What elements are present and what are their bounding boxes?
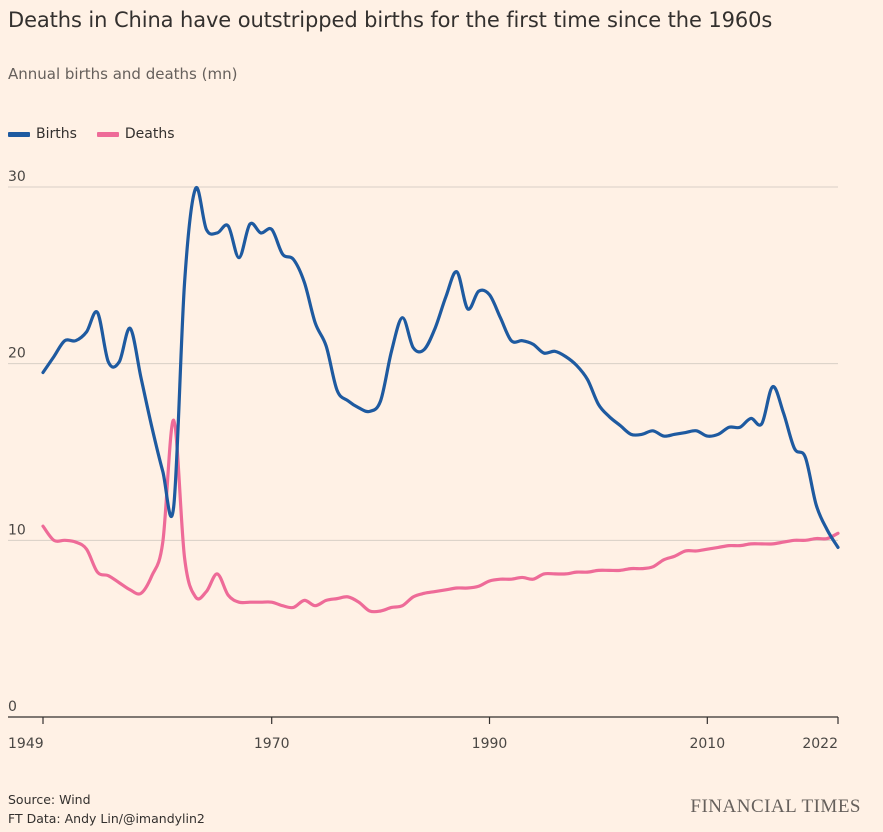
ft-logo: FINANCIAL TIMES (690, 796, 861, 817)
legend-label-births: Births (36, 126, 77, 142)
y-tick-label-0: 0 (8, 699, 17, 715)
x-tick-label-1970: 1970 (254, 736, 290, 752)
y-tick-label-30: 30 (8, 169, 26, 185)
series-line-deaths (41, 418, 840, 614)
legend-swatch-births (8, 131, 30, 137)
footer: Source: Wind FT Data: Andy Lin/@imandyli… (8, 790, 205, 828)
source-note: Source: Wind (8, 792, 91, 807)
credit-note: FT Data: Andy Lin/@imandylin2 (8, 811, 205, 826)
y-axis-tick-labels: 0 10 20 30 (8, 169, 26, 715)
line-chart: 0 10 20 30 1949 1970 1990 2010 2022 (8, 169, 840, 752)
gridlines (8, 186, 838, 541)
y-tick-label-10: 10 (8, 522, 26, 538)
x-axis: 1949 1970 1990 2010 2022 (8, 716, 839, 752)
legend-label-deaths: Deaths (124, 126, 175, 142)
legend-item-births: Births (8, 126, 77, 142)
series-line-births (41, 186, 840, 549)
chart-subtitle: Annual births and deaths (mn) (8, 65, 238, 83)
series-lines (41, 186, 840, 614)
legend-item-deaths: Deaths (96, 126, 175, 142)
x-tick-label-2022: 2022 (802, 736, 838, 752)
chart-title: Deaths in China have outstripped births … (8, 8, 773, 32)
x-tick-label-1990: 1990 (472, 736, 508, 752)
x-tick-label-1949: 1949 (8, 736, 44, 752)
legend-swatch-deaths (96, 131, 119, 137)
legend: Births Deaths (8, 126, 195, 142)
x-tick-label-2010: 2010 (689, 736, 725, 752)
y-tick-label-20: 20 (8, 346, 26, 362)
